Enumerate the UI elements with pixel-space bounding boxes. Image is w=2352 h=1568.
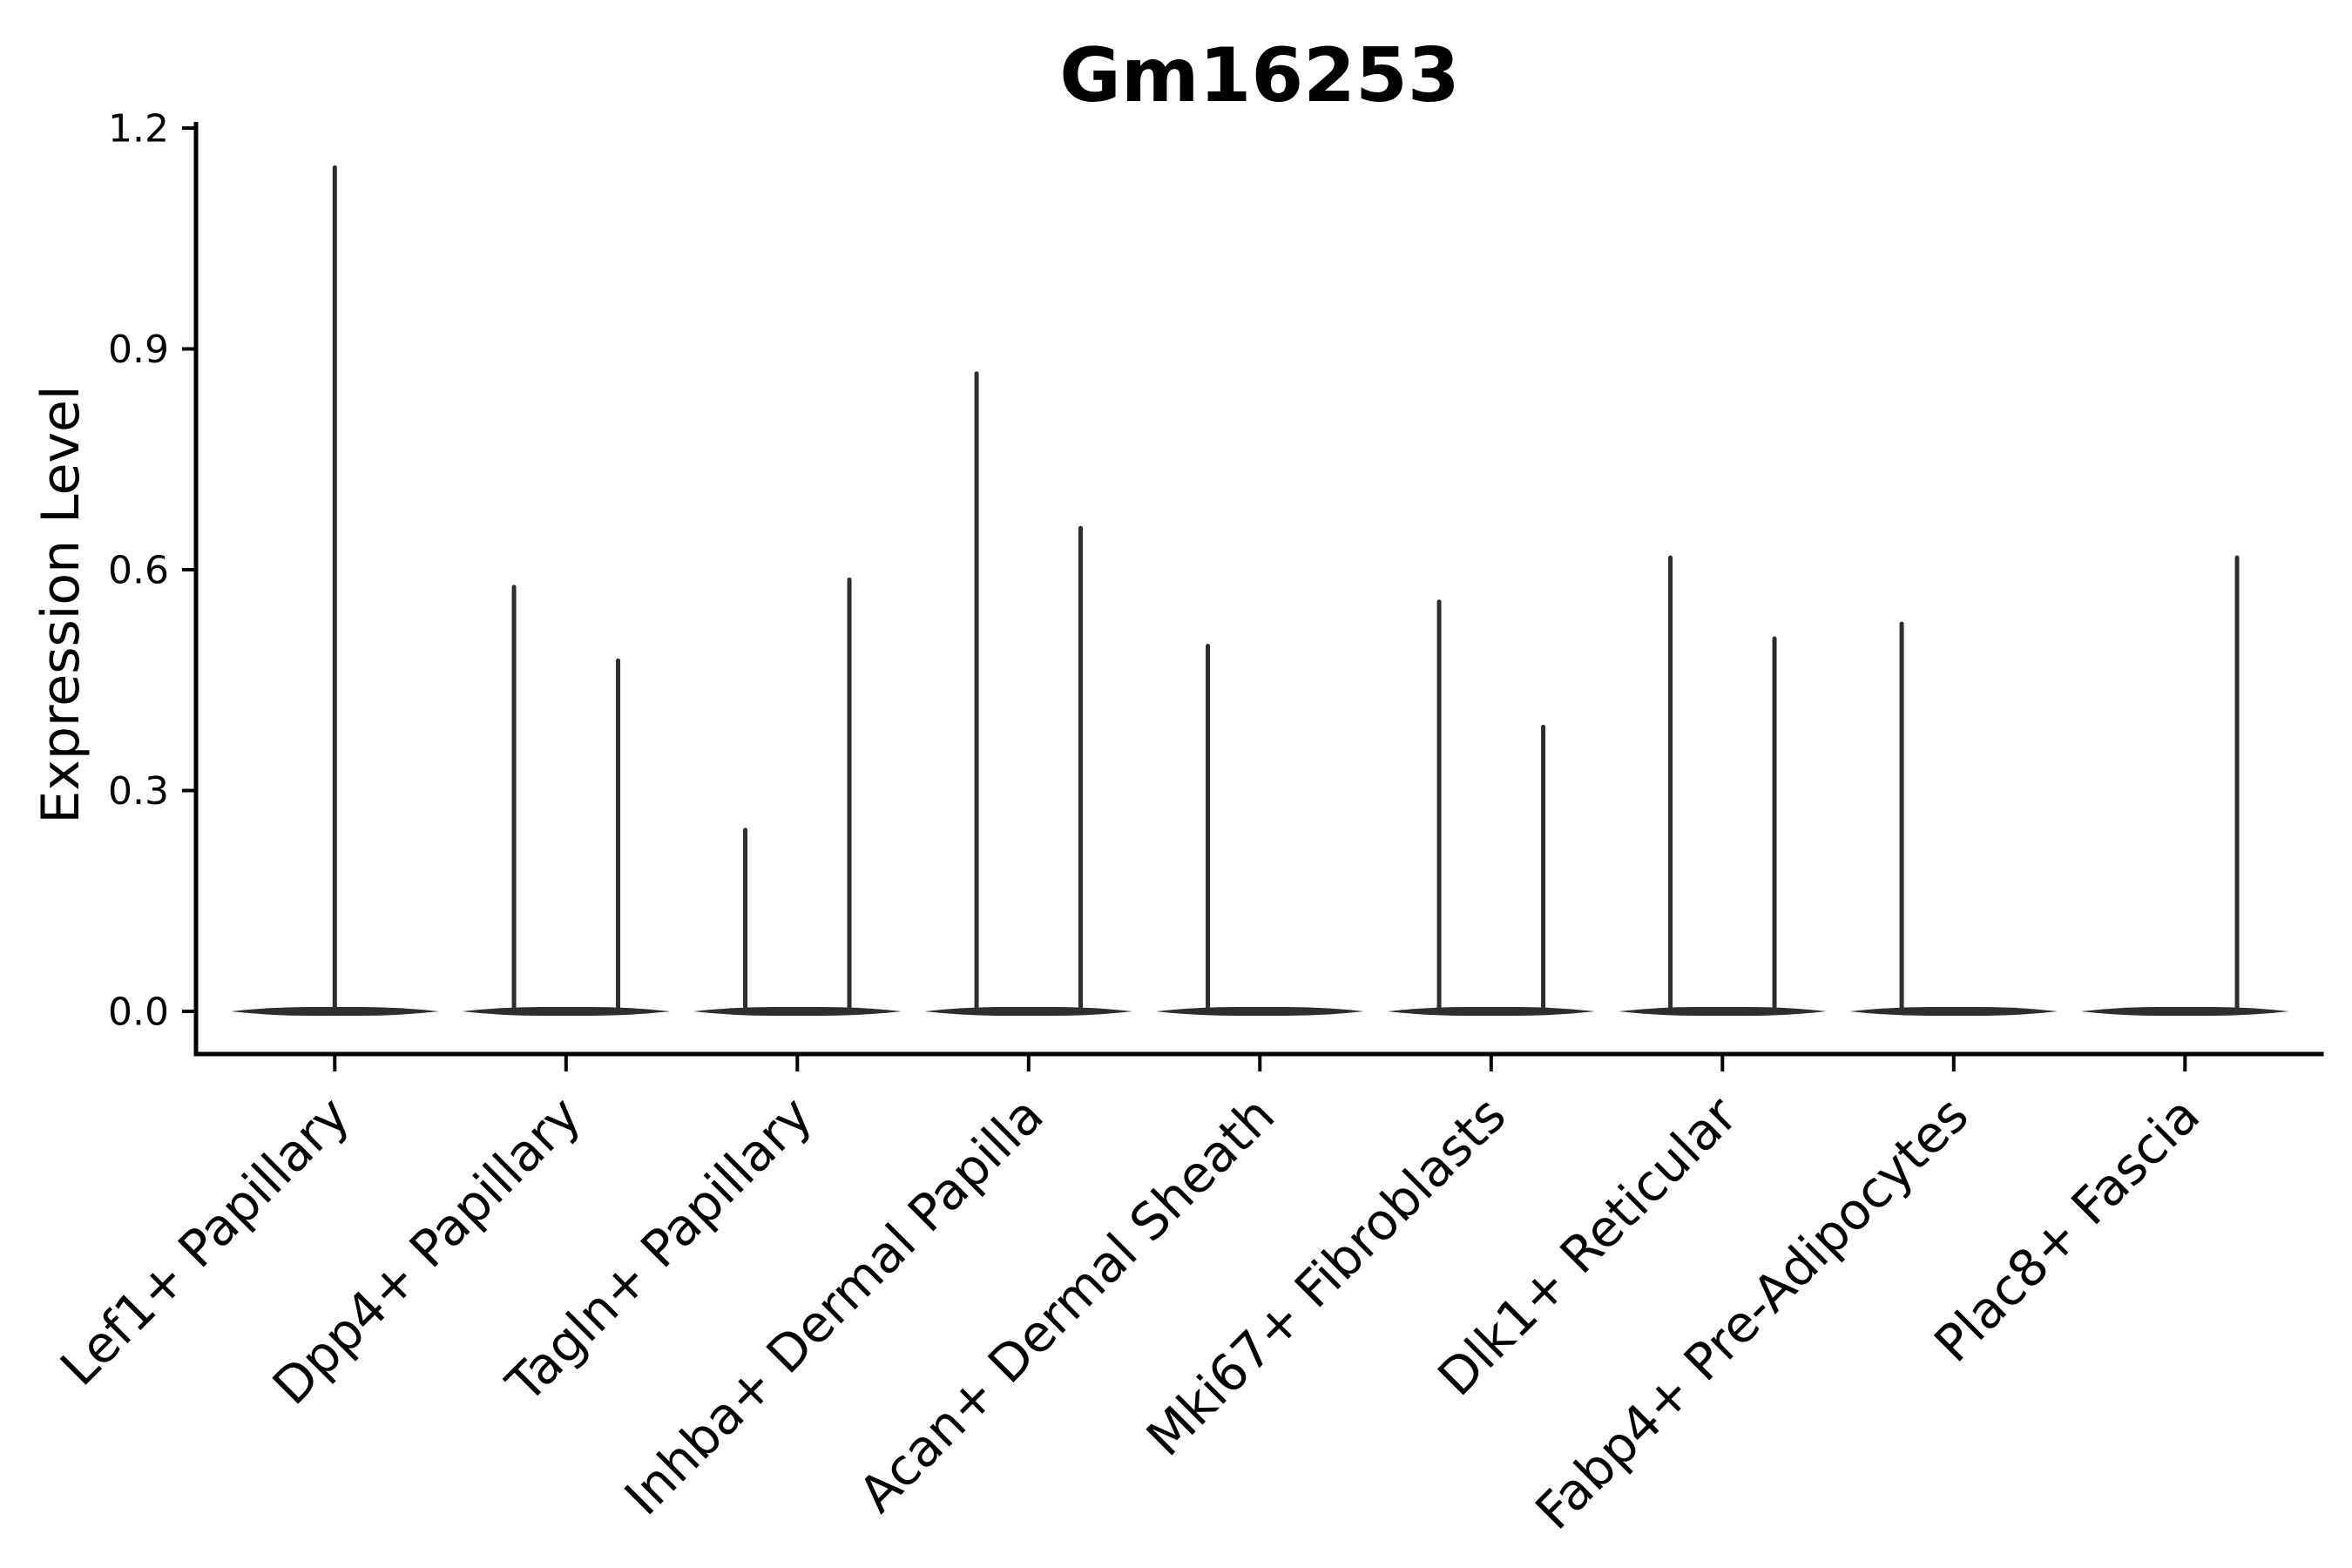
violin-group (924, 371, 1133, 1016)
y-tick-label: 0.3 (108, 769, 169, 814)
y-tick-label: 0.9 (108, 328, 169, 372)
violin-group (1618, 555, 1827, 1016)
axes-layer (182, 122, 2324, 1071)
y-tick-label: 0.0 (108, 990, 169, 1034)
y-axis-label: Expression Level (30, 385, 91, 823)
violin-group (693, 577, 902, 1016)
y-tick-label: 0.6 (108, 548, 169, 592)
y-tick-label: 1.2 (108, 106, 169, 151)
violin-group (1849, 621, 2058, 1016)
violin-group (2080, 555, 2289, 1016)
violin-group (1155, 644, 1364, 1016)
violin-group (230, 165, 439, 1016)
violin-group (1387, 599, 1596, 1016)
violin-layer (230, 165, 2289, 1016)
plot-title: Gm16253 (1059, 32, 1459, 119)
violin-group (462, 585, 671, 1016)
